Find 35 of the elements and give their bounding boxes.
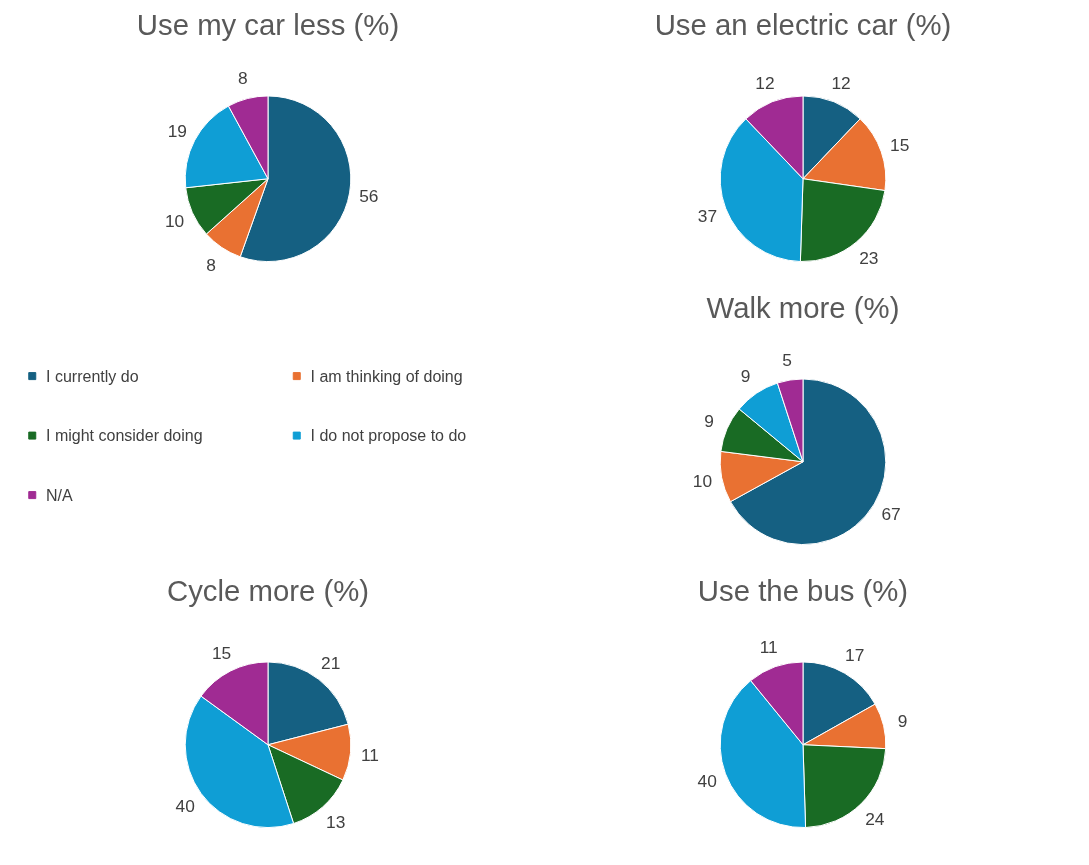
data-label: 19: [167, 120, 187, 141]
chart-title: Cycle more (%): [166, 573, 370, 607]
data-label: 67: [881, 504, 901, 525]
data-label: 15: [890, 134, 910, 155]
data-label: 10: [164, 210, 185, 231]
data-label: 23: [859, 248, 879, 269]
data-label: 11: [360, 744, 379, 765]
legend-label: N/A: [46, 486, 74, 504]
legend-label: I might consider doing: [46, 427, 203, 445]
data-label: 9: [704, 410, 714, 431]
data-label: 24: [865, 808, 885, 829]
legend-label: I am thinking of doing: [310, 367, 463, 385]
data-label: 12: [831, 72, 851, 93]
data-label: 10: [692, 471, 713, 492]
data-label: 12: [755, 72, 775, 93]
data-label: 8: [206, 254, 216, 275]
data-label: 40: [697, 771, 717, 792]
data-label: 15: [211, 642, 232, 663]
data-label: 40: [175, 795, 195, 816]
data-label: 37: [697, 205, 718, 226]
data-label: 56: [359, 186, 379, 207]
chart-title: Walk more (%): [706, 290, 900, 324]
chart-title: Use my car less (%): [136, 7, 400, 41]
data-label: 9: [740, 366, 751, 387]
data-label: 11: [759, 637, 778, 658]
chart-title: Use the bus (%): [697, 573, 909, 607]
legend-label: I do not propose to do: [310, 427, 467, 445]
data-label: 5: [782, 349, 792, 370]
data-label: 9: [897, 710, 908, 731]
data-label: 13: [326, 812, 346, 833]
data-label: 17: [845, 645, 865, 666]
data-label: 8: [237, 68, 248, 89]
legend-label: I currently do: [46, 367, 139, 385]
chart-title: Use an electric car (%): [654, 7, 952, 41]
data-label: 21: [321, 652, 341, 673]
